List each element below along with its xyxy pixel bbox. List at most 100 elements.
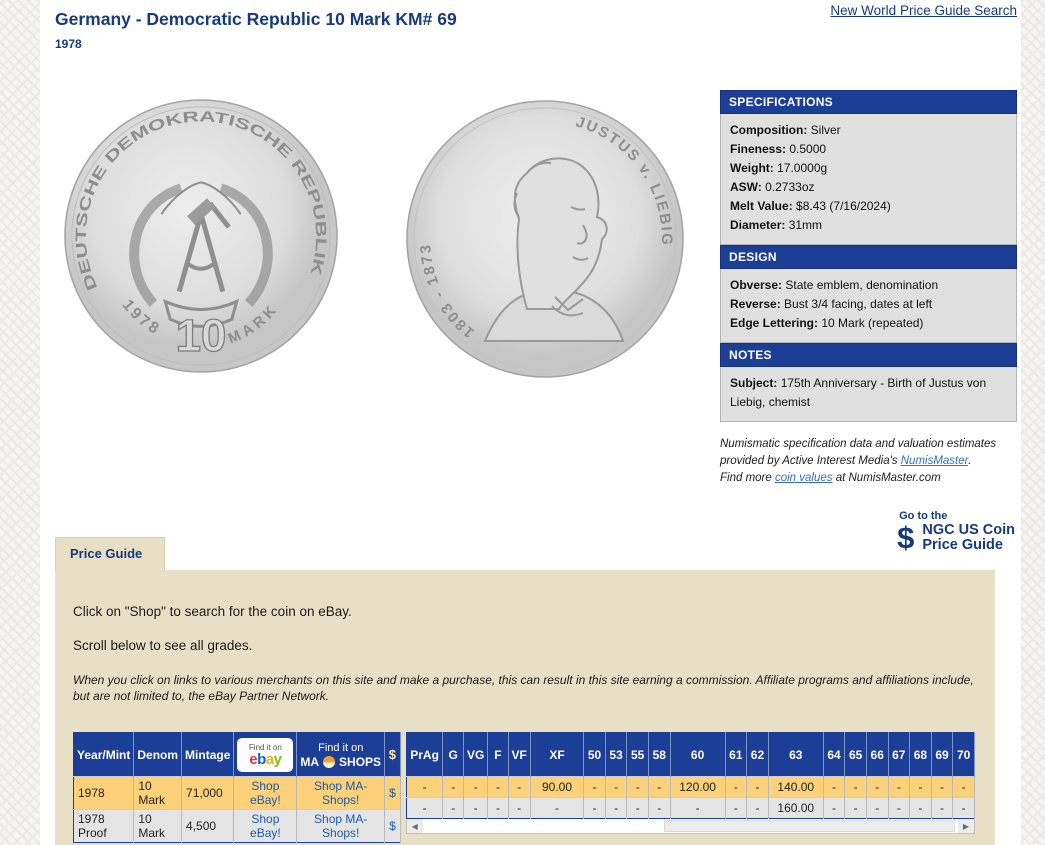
grade-col-header: G — [442, 732, 465, 777]
grade-col-header: VF — [508, 732, 531, 777]
grade-cell: - — [406, 797, 444, 819]
ngc-us-coin-price-guide-link[interactable]: Go to the $ NGC US Coin Price Guide — [897, 510, 1015, 553]
spec-row: Fineness: 0.5000 — [730, 140, 1007, 159]
grade-col-header: 55 — [626, 732, 649, 777]
dollar-icon: $ — [897, 520, 915, 555]
new-world-price-guide-search-link[interactable]: New World Price Guide Search — [830, 3, 1017, 18]
specifications-body: Composition: Silver Fineness: 0.5000 Wei… — [720, 114, 1017, 245]
grade-cell: - — [605, 797, 628, 819]
grade-col-header: 70 — [952, 732, 975, 777]
grade-cell: - — [952, 797, 975, 819]
year-cell: 1978 Proof — [73, 809, 135, 843]
grades-scroll-area: PrAg G VG F VF XF 50 53 55 58 60 61 62 63 64 65 66 67 68 69… — [401, 732, 975, 834]
grade-cell: 90.00 — [530, 776, 585, 798]
grade-col-header: 61 — [725, 732, 748, 777]
design-value: State emblem, denomination — [785, 278, 939, 292]
col-header-year-mint: Year/Mint — [73, 732, 135, 777]
mashops-circle-icon — [323, 755, 336, 768]
table-row-1978-proof: 1978 Proof 10 Mark 4,500 Shop eBay! Shop… — [73, 809, 401, 843]
reverse-coin-svg: JUSTUS v. LIEBIG 1803 - 1873 — [406, 100, 684, 378]
notes-header: NOTES — [720, 343, 1017, 367]
grade-col-header: 62 — [746, 732, 769, 777]
design-label: Obverse: — [730, 278, 783, 292]
grade-cell: - — [909, 797, 932, 819]
spec-value: 31mm — [788, 218, 823, 232]
scrollbar-left-arrow[interactable]: ◀ — [406, 819, 423, 833]
mintage-cell: 71,000 — [181, 776, 235, 810]
spec-label: Weight: — [730, 161, 774, 175]
top-section: DEUTSCHE DEMOKRATISCHE REPUBLIK 1978 MAR — [40, 55, 1021, 553]
grade-cell: - — [583, 776, 606, 798]
design-row: Edge Lettering: 10 Mark (repeated) — [730, 314, 1007, 333]
grade-cell: - — [487, 776, 509, 798]
grade-col-header: 63 — [768, 732, 824, 777]
grade-cell: - — [931, 797, 954, 819]
spec-value: Silver — [810, 123, 841, 137]
design-row: Obverse: State emblem, denomination — [730, 276, 1007, 295]
design-label: Reverse: — [730, 297, 781, 311]
grade-cell: - — [530, 797, 585, 819]
grade-cell: - — [866, 776, 889, 798]
grade-col-header: PrAg — [406, 732, 444, 777]
price-guide-panel: Click on "Shop" to search for the coin o… — [55, 570, 995, 845]
notes-value: 175th Anniversary - Birth of Justus von … — [730, 376, 987, 409]
grade-cell: - — [823, 797, 846, 819]
grade-cell: - — [487, 797, 509, 819]
grade-cell: - — [931, 776, 954, 798]
tab-price-guide[interactable]: Price Guide — [55, 537, 166, 570]
grade-cell: - — [463, 776, 489, 798]
notes-body: Subject: 175th Anniversary - Birth of Ju… — [720, 367, 1017, 422]
grade-cell: - — [746, 776, 769, 798]
design-value: 10 Mark (repeated) — [821, 316, 924, 330]
grade-cell: - — [844, 797, 867, 819]
grade-cell: - — [670, 797, 726, 819]
fixed-header-row: Year/Mint Denom Mintage Find it on ebay … — [73, 732, 401, 777]
affiliate-disclaimer: When you click on links to various merch… — [73, 673, 974, 703]
coin-values-link[interactable]: coin values — [774, 472, 833, 484]
reverse-coin-image: JUSTUS v. LIEBIG 1803 - 1873 — [405, 99, 685, 379]
notes-label: Subject: — [730, 376, 778, 390]
design-row: Reverse: Bust 3/4 facing, dates at left — [730, 295, 1007, 314]
grade-cell: - — [508, 776, 531, 798]
shop-mashops-link[interactable]: Shop MA-Shops! — [314, 779, 368, 807]
grade-col-header: 68 — [909, 732, 932, 777]
shop-ebay-link[interactable]: Shop eBay! — [250, 779, 281, 807]
specifications-header: SPECIFICATIONS — [720, 90, 1017, 114]
grade-cell: - — [888, 776, 911, 798]
year-cell: 1978 — [73, 776, 135, 810]
horizontal-scrollbar[interactable]: ◀ ▶ — [405, 819, 975, 834]
spec-row: Composition: Silver — [730, 121, 1007, 140]
dollar-link[interactable]: $ — [389, 819, 396, 833]
grade-col-header: 60 — [670, 732, 726, 777]
tab-price-guide-label: Price Guide — [70, 546, 143, 561]
coin-info-box: SPECIFICATIONS Composition: Silver Finen… — [720, 90, 1017, 487]
grade-cell: - — [888, 797, 911, 819]
grades-row-0: - - - - -90.00- - - -120.00- -140.00- - - - - - - — [406, 776, 975, 798]
ngc-link-text: NGC US Coin Price Guide — [922, 522, 1015, 553]
price-tables: Year/Mint Denom Mintage Find it on ebay … — [73, 732, 975, 843]
spec-value: 0.2733oz — [765, 180, 815, 194]
attribution-line2: Find more — [720, 472, 775, 484]
numismaster-link[interactable]: NumisMaster — [900, 455, 969, 467]
shop-mashops-link[interactable]: Shop MA-Shops! — [314, 812, 368, 840]
scrollbar-track[interactable] — [422, 819, 958, 833]
grade-col-header: 69 — [931, 732, 954, 777]
ebay-logo: ebay — [249, 750, 282, 768]
spec-label: ASW: — [730, 180, 762, 194]
col-header-denom: Denom — [133, 732, 183, 777]
spec-row: Diameter: 31mm — [730, 216, 1007, 235]
grades-row-1: - - - - - - - - - - - - -160.00- - - - - - - — [406, 797, 975, 819]
scrollbar-right-arrow[interactable]: ▶ — [958, 819, 974, 833]
scrollbar-thumb[interactable] — [663, 820, 955, 832]
grade-cell: 140.00 — [768, 776, 824, 798]
grade-cell: - — [725, 797, 748, 819]
grade-cell: 120.00 — [670, 776, 726, 798]
col-header-ebay: Find it on ebay — [233, 732, 298, 777]
spec-label: Diameter: — [730, 218, 786, 232]
dollar-link[interactable]: $ — [389, 786, 396, 800]
spec-label: Composition: — [730, 123, 808, 137]
grade-col-header: F — [487, 732, 509, 777]
grade-cell: - — [463, 797, 489, 819]
grade-cell: - — [952, 776, 975, 798]
shop-ebay-link[interactable]: Shop eBay! — [250, 812, 281, 840]
